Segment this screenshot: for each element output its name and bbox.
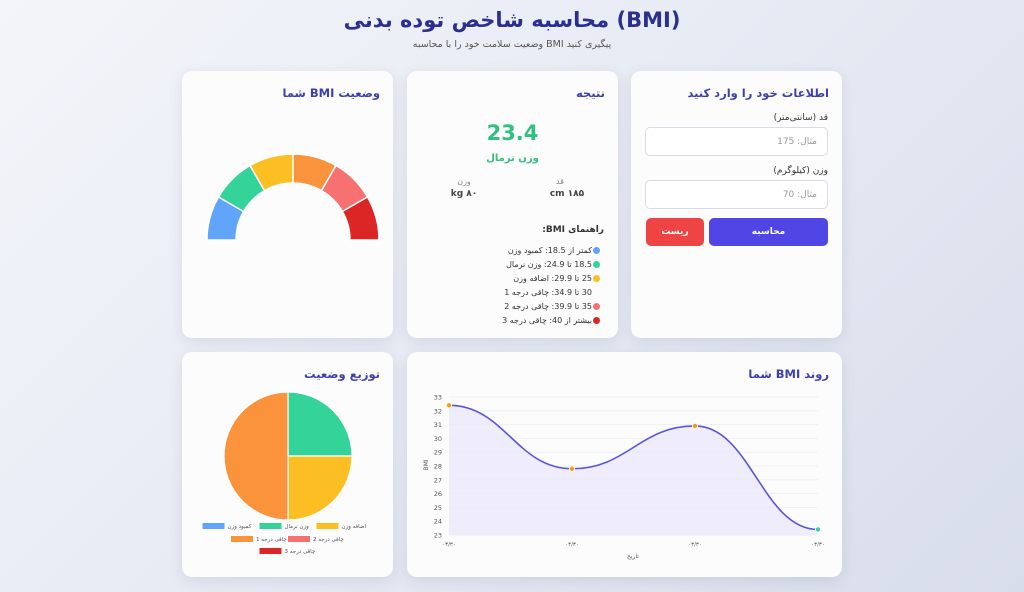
input-card-title: اطلاعات خود را وارد کنید (687, 86, 829, 100)
bmi-guide-item: 18.5 تا 24.9: وزن نرمال (502, 257, 600, 271)
gauge-card-title: وضعیت BMI شما (282, 86, 380, 100)
bmi-guide-item: 30 تا 34.9: چاقی درجه 1 (502, 285, 600, 299)
guide-color-dot (593, 260, 600, 268)
legend-swatch (202, 523, 225, 529)
distribution-card-title: توزیع وضعیت (304, 367, 380, 381)
bmi-guide-title: راهنمای BMI: (542, 225, 604, 235)
legend-label: اضافه وزن (342, 524, 367, 530)
y-tick-label: 26 (434, 490, 442, 498)
bmi-gauge (206, 153, 380, 241)
bmi-guide-item: 35 تا 39.9: چاقی درجه 2 (502, 299, 600, 313)
pie-slice[interactable] (223, 391, 289, 521)
guide-color-dot (593, 274, 600, 282)
height-label: قد (سانتی‌متر) (773, 113, 828, 123)
guide-item-text: کمتر از 18.5: کمبود وزن (507, 245, 592, 255)
weight-stat-value: kg ۸۰ (450, 189, 478, 199)
x-tick-label: ۰۳/۳۰ (442, 542, 456, 548)
distribution-card: توزیع وضعیت کمبود وزن وزن نرمال اضافه وزن چ… (182, 352, 393, 577)
height-input[interactable] (645, 127, 828, 156)
legend-label: چاقی درجه 1 (256, 537, 287, 543)
legend-label: وزن نرمال (285, 524, 310, 530)
gauge-segment (341, 195, 380, 241)
guide-item-text: 18.5 تا 24.9: وزن نرمال (506, 259, 592, 269)
data-point[interactable] (568, 465, 575, 472)
weight-input[interactable] (645, 180, 828, 209)
y-tick-label: 31 (434, 421, 442, 429)
pie-slice[interactable] (287, 391, 353, 457)
y-tick-label: 29 (434, 449, 442, 457)
legend-label: کمبود وزن (228, 523, 252, 530)
data-point[interactable] (446, 402, 453, 409)
x-tick-label: ۰۳/۳۰ (811, 542, 825, 548)
legend-label: چاقی درجه 2 (313, 537, 344, 543)
weight-stat-label: وزن (457, 177, 471, 186)
y-tick-label: 24 (434, 518, 442, 526)
distribution-pie-chart: کمبود وزن وزن نرمال اضافه وزن چاقی درجه 1 چا… (202, 391, 367, 555)
guide-color-dot (593, 316, 600, 324)
trend-card: روند BMI شما 23 24 25 26 27 28 29 30 31 32 33 ۰۳/۳۰… (407, 352, 842, 577)
trend-card-title: روند BMI شما (748, 367, 829, 381)
input-card: اطلاعات خود را وارد کنید قد (سانتی‌متر) … (631, 71, 842, 338)
bmi-guide-item: 25 تا 29.9: اضافه وزن (502, 271, 600, 285)
guide-color-dot (593, 289, 600, 296)
page-subtitle: وضعیت سلامت خود را با محاسبه BMI پیگیری … (412, 39, 612, 50)
y-tick-label: 23 (434, 532, 442, 540)
data-point[interactable] (814, 526, 821, 533)
weight-label: وزن (کیلوگرم) (773, 166, 828, 176)
guide-color-dot (593, 246, 600, 254)
x-tick-label: ۰۳/۳۰ (565, 542, 579, 548)
x-tick-label: ۰۳/۳۰ (688, 542, 702, 548)
guide-color-dot (593, 302, 600, 310)
guide-item-text: 35 تا 39.9: چاقی درجه 2 (504, 301, 592, 311)
y-axis-label: BMI (423, 459, 430, 470)
bmi-guide-item: بیشتر از 40: چاقی درجه 3 (502, 313, 600, 327)
reset-button[interactable]: ریست (646, 218, 704, 246)
height-stat-value: cm ۱۸۵ (549, 189, 585, 199)
y-tick-label: 33 (434, 394, 442, 402)
guide-item-text: 25 تا 29.9: اضافه وزن (513, 273, 592, 283)
legend-swatch (259, 548, 282, 554)
legend-swatch (231, 536, 253, 542)
y-tick-label: 27 (434, 476, 442, 484)
calculate-button[interactable]: محاسبه (709, 218, 828, 246)
legend-swatch (259, 523, 282, 529)
result-card-title: نتیجه (576, 86, 605, 100)
legend-swatch (288, 536, 310, 542)
y-tick-label: 32 (434, 407, 442, 415)
pie-slice[interactable] (287, 455, 353, 521)
x-axis-label: تاریخ (627, 553, 639, 560)
legend-swatch (316, 523, 339, 529)
bmi-guide-item: کمتر از 18.5: کمبود وزن (502, 243, 600, 257)
y-tick-label: 28 (434, 463, 442, 471)
result-card: نتیجه 23.4 وزن نرمال قد cm ۱۸۵ وزن kg ۸۰… (407, 71, 618, 338)
guide-item-text: بیشتر از 40: چاقی درجه 3 (502, 315, 592, 325)
guide-item-text: 30 تا 34.9: چاقی درجه 1 (504, 287, 592, 297)
bmi-trend-chart: 23 24 25 26 27 28 29 30 31 32 33 ۰۳/۳۰ ۰۳/۳۰ ۰۳/۳۰ ۰۳/… (423, 394, 825, 561)
trend-line (448, 404, 819, 531)
page-title: محاسبه شاخص توده بدنی (BMI) (343, 8, 681, 32)
gauge-card: وضعیت BMI شما (182, 71, 393, 338)
bmi-value: 23.4 (486, 121, 539, 145)
bmi-guide-list: کمتر از 18.5: کمبود وزن 18.5 تا 24.9: وزن… (502, 243, 600, 327)
y-tick-label: 30 (434, 435, 442, 443)
height-stat-label: قد (555, 177, 565, 186)
trend-area-fill (449, 405, 818, 535)
y-tick-label: 25 (434, 504, 442, 512)
legend-label: چاقی درجه 3 (285, 549, 316, 555)
data-point[interactable] (691, 422, 698, 429)
bmi-status: وزن نرمال (486, 153, 539, 164)
